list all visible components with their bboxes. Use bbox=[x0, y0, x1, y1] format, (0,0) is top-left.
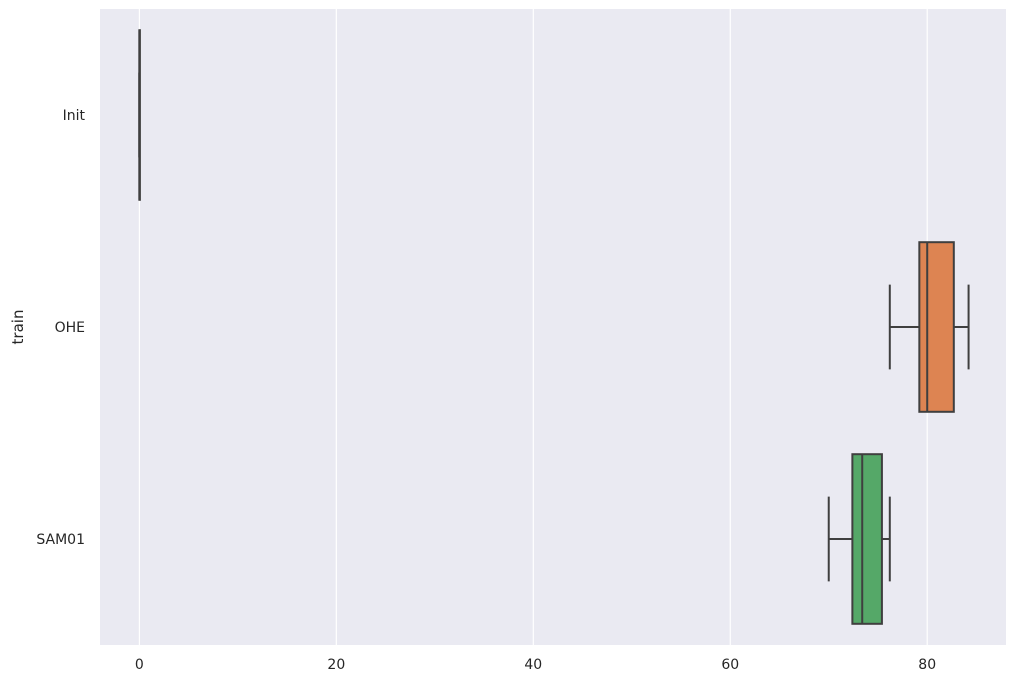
y-axis-label: train bbox=[9, 310, 27, 345]
y-tick-label: OHE bbox=[55, 320, 85, 336]
box-ohe bbox=[888, 241, 970, 413]
box-sam01 bbox=[827, 453, 891, 625]
box-init bbox=[138, 29, 141, 201]
y-tick-labels: Init OHE SAM01 bbox=[36, 108, 85, 548]
x-tick-label: 40 bbox=[524, 657, 542, 673]
x-tick-label: 20 bbox=[327, 657, 345, 673]
x-tick-labels: 0 20 40 60 80 bbox=[135, 657, 936, 673]
x-tick-label: 60 bbox=[721, 657, 739, 673]
y-tick-label: SAM01 bbox=[36, 532, 85, 548]
box-body bbox=[851, 453, 883, 625]
x-tick-label: 80 bbox=[918, 657, 936, 673]
box-body bbox=[918, 241, 955, 413]
x-tick-label: 0 bbox=[135, 657, 144, 673]
y-tick-label: Init bbox=[63, 108, 86, 124]
boxes-layer bbox=[138, 29, 970, 625]
